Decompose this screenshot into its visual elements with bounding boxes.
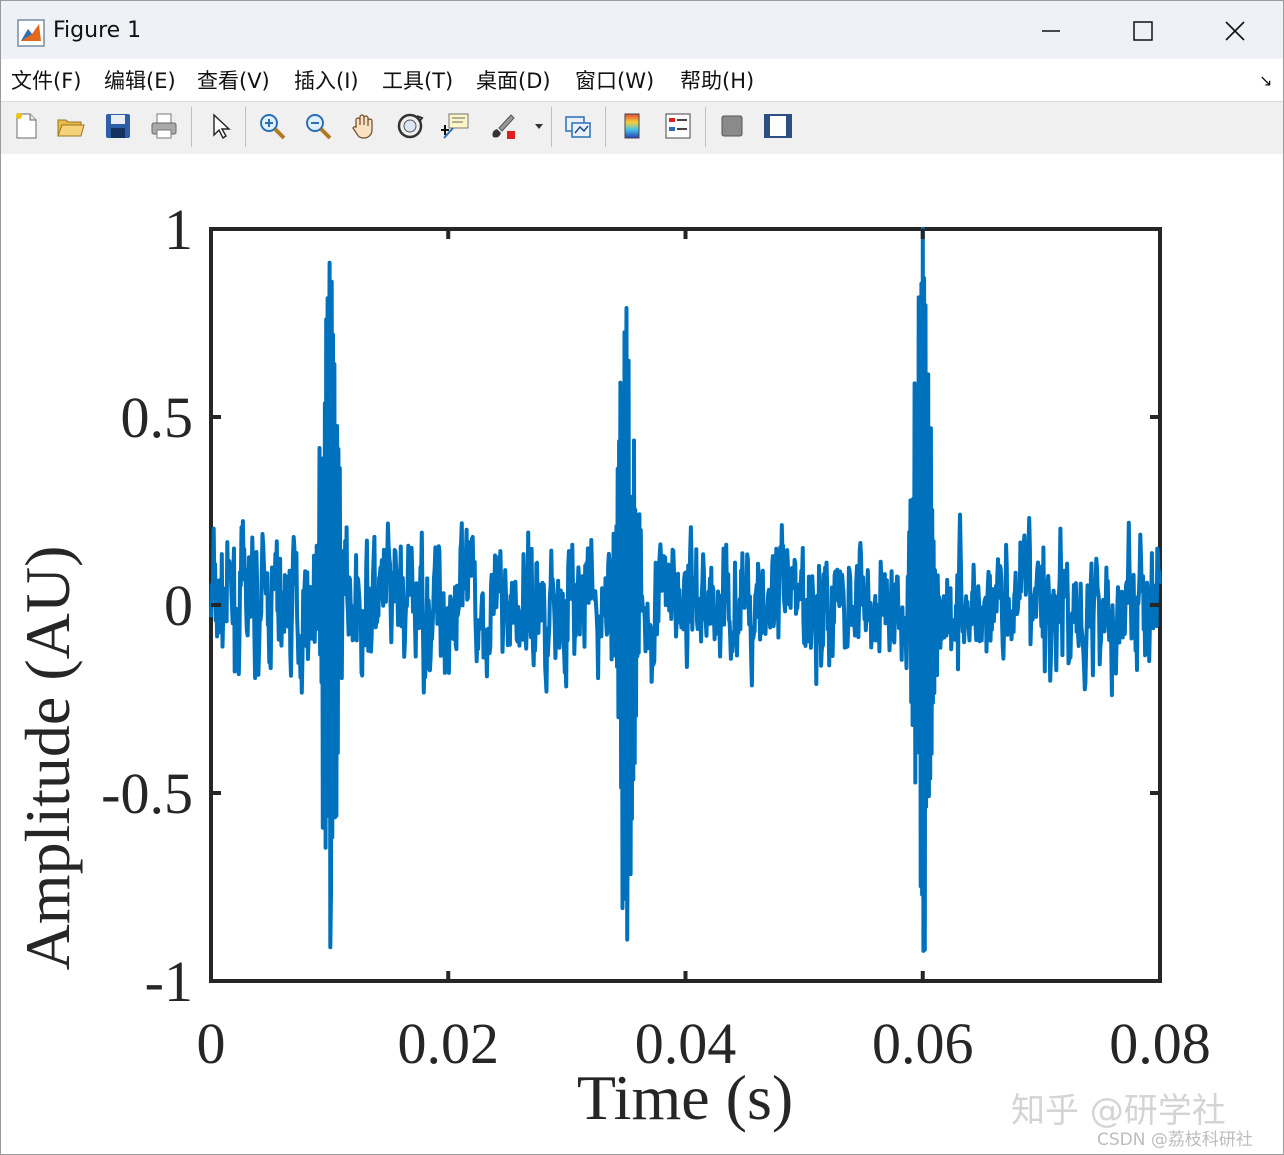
line-plot: 0 0.02 0.04 0.06 0.08 -1 -0.5 0 0.5 1 Time (s) Am… (12, 197, 1211, 1133)
colorbar-icon[interactable] (615, 107, 649, 145)
rotate-3d-icon[interactable] (393, 107, 427, 145)
pointer-icon[interactable] (203, 107, 237, 145)
y-tick-label: 1 (164, 197, 193, 262)
toolbar-separator (191, 107, 192, 147)
brush-dropdown-icon[interactable] (529, 107, 549, 145)
menu-view[interactable]: 查看(V) (197, 69, 270, 93)
toolbar-separator (705, 107, 706, 147)
plot-line-layer (209, 227, 1162, 953)
menu-overflow-icon[interactable]: ↘ (1259, 71, 1273, 90)
toolbar-separator (605, 107, 606, 147)
minimize-icon (1042, 30, 1060, 32)
tick-layer: 0 0.02 0.04 0.06 0.08 -1 -0.5 0 0.5 1 (101, 197, 1211, 1076)
menu-bar (1, 59, 1283, 101)
brush-icon[interactable] (485, 107, 519, 145)
x-tick-label: 0.08 (1109, 1011, 1211, 1076)
y-axis-label: Amplitude (AU) (12, 546, 83, 971)
figure-canvas: 0 0.02 0.04 0.06 0.08 -1 -0.5 0 0.5 1 Time (s) Am… (1, 154, 1283, 1154)
hide-plot-tools-icon[interactable] (715, 107, 749, 145)
show-plot-tools-icon[interactable] (761, 107, 795, 145)
new-figure-icon[interactable] (9, 107, 43, 145)
menu-help[interactable]: 帮助(H) (680, 69, 755, 93)
open-file-icon[interactable] (53, 107, 87, 145)
menu-edit[interactable]: 编辑(E) (104, 69, 176, 93)
watermark-subtext: CSDN @荔枝科研社 (1097, 1130, 1253, 1150)
close-button[interactable] (1205, 9, 1265, 53)
title-bar: Figure 1 (1, 1, 1283, 59)
y-tick-label: 0.5 (121, 385, 194, 450)
maximize-button[interactable] (1113, 9, 1173, 53)
close-icon (1225, 21, 1245, 41)
legend-icon[interactable] (661, 107, 695, 145)
y-tick-label: 0 (164, 573, 193, 638)
x-tick-label: 0.04 (635, 1011, 737, 1076)
x-tick-label: 0.06 (872, 1011, 974, 1076)
maximize-icon (1133, 21, 1153, 41)
save-icon[interactable] (101, 107, 135, 145)
matlab-icon (17, 19, 45, 47)
print-icon[interactable] (147, 107, 181, 145)
window-title: Figure 1 (53, 18, 142, 43)
toolbar-separator (245, 107, 246, 147)
x-axis-label: Time (s) (577, 1062, 793, 1133)
data-cursor-icon[interactable] (439, 107, 473, 145)
link-plot-icon[interactable] (561, 107, 595, 145)
watermark-text: 知乎 @研学社 (1011, 1091, 1226, 1131)
minimize-button[interactable] (1021, 9, 1081, 53)
pan-hand-icon[interactable] (347, 107, 381, 145)
y-tick-label: -1 (145, 949, 193, 1014)
x-tick-label: 0.02 (398, 1011, 500, 1076)
menu-window[interactable]: 窗口(W) (575, 69, 655, 93)
zoom-out-icon[interactable] (301, 107, 335, 145)
menu-desktop[interactable]: 桌面(D) (476, 69, 551, 93)
toolbar-separator (551, 107, 552, 147)
menu-tools[interactable]: 工具(T) (382, 69, 454, 93)
x-tick-label: 0 (197, 1011, 226, 1076)
y-tick-label: -0.5 (101, 761, 193, 826)
menu-file[interactable]: 文件(F) (11, 69, 82, 93)
menu-insert[interactable]: 插入(I) (294, 69, 359, 93)
zoom-in-icon[interactable] (255, 107, 289, 145)
signal-line (209, 227, 1162, 953)
